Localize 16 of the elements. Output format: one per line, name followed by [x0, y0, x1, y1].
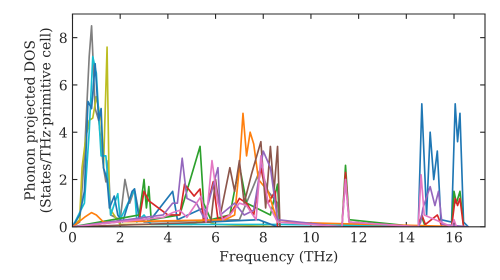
x-tick-label: 14: [399, 232, 414, 242]
y-tick-label: 2: [60, 174, 66, 185]
x-tick-label: 16: [446, 232, 462, 242]
y-tick-label: 0: [60, 222, 67, 232]
y-axis-title: Phonon projected DOS (States/THz·primitive cell): [24, 28, 54, 212]
y-tick-label: 8: [60, 32, 67, 44]
y-tick-label: 4: [59, 127, 67, 138]
y-tick-label: 6: [60, 80, 67, 90]
x-axis-title: Frequency (THz): [220, 250, 338, 264]
x-tick-label: 10: [304, 232, 319, 242]
x-tick-label: 6: [212, 232, 220, 242]
x-tick-label: 8: [260, 232, 267, 242]
x-tick-label: 4: [164, 232, 172, 242]
x-tick-label: 12: [351, 232, 366, 242]
x-tick-label: 0: [68, 232, 76, 242]
x-tick-label: 2: [116, 232, 124, 242]
